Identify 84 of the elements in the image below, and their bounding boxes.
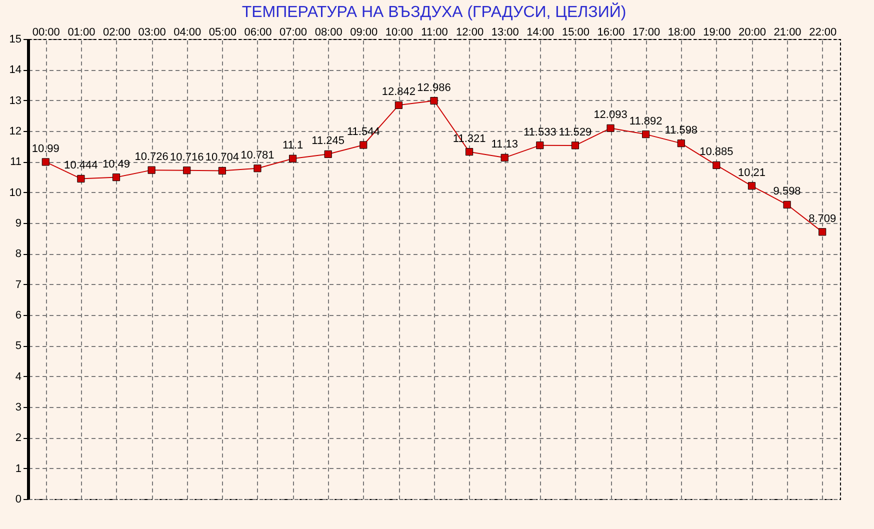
data-label: 10.726 — [134, 151, 168, 164]
point — [77, 174, 85, 182]
x-tick-label: 02:00 — [102, 26, 131, 38]
point — [324, 150, 332, 158]
point — [677, 140, 685, 148]
data-label: 10.716 — [170, 151, 204, 164]
x-tick-label: 04:00 — [174, 26, 202, 38]
data-label: 11.533 — [524, 126, 556, 138]
data-label: 10.704 — [205, 152, 239, 164]
y-tick-label: 14 — [9, 64, 22, 76]
point — [606, 124, 614, 132]
data-label: 8.709 — [808, 212, 836, 225]
data-label: 10.781 — [240, 149, 274, 162]
chart-title: ТЕМПЕРАТУРА НА ВЪЗДУХА (ГРАДУСИ, ЦЕЛЗИЙ) — [242, 2, 626, 21]
y-tick-label: 6 — [15, 310, 22, 322]
data-label: 10.99 — [32, 142, 60, 155]
x-tick-label: 16:00 — [597, 26, 625, 38]
y-tick-label: 4 — [15, 370, 22, 383]
point — [466, 148, 474, 156]
x-tick-label: 07:00 — [280, 26, 308, 38]
point — [288, 154, 297, 162]
y-tick-label: 11 — [10, 156, 22, 168]
point — [571, 142, 579, 150]
point — [712, 161, 720, 169]
data-label: 10.21 — [738, 166, 766, 179]
x-tick-label: 15:00 — [562, 26, 590, 38]
x-tick-label: 09:00 — [350, 26, 378, 38]
data-label: 11.892 — [629, 115, 662, 128]
y-tick-label: 2 — [15, 432, 22, 444]
data-label: 11.245 — [312, 135, 344, 148]
y-tick-label: 8 — [15, 248, 22, 260]
data-label: 10.49 — [102, 158, 130, 170]
point — [394, 101, 402, 109]
y-tick-label: 9 — [15, 218, 22, 230]
data-label: 12.842 — [382, 86, 416, 98]
point — [536, 142, 544, 150]
x-tick-label: 20:00 — [738, 26, 766, 38]
y-tick-label: 3 — [15, 402, 22, 414]
point — [112, 174, 120, 182]
data-label: 10.885 — [700, 146, 734, 158]
y-tick-label: 1 — [15, 462, 22, 475]
x-tick-label: 01:00 — [68, 26, 96, 38]
x-tick-label: 08:00 — [314, 26, 342, 38]
data-label: 11.13 — [491, 138, 518, 151]
x-tick-label: 03:00 — [138, 26, 166, 38]
point — [500, 154, 508, 162]
point — [818, 228, 826, 236]
y-tick-label: 10 — [9, 186, 22, 199]
x-tick-label: 18:00 — [668, 26, 696, 38]
point — [783, 200, 791, 208]
data-label: 11.598 — [664, 124, 698, 136]
x-tick-label: 17:00 — [632, 26, 660, 38]
data-label: 11.529 — [558, 126, 592, 138]
data-label: 12.093 — [594, 109, 628, 122]
data-label: 10.444 — [64, 160, 98, 172]
point — [254, 164, 262, 172]
x-tick-label: 13:00 — [491, 26, 519, 38]
point — [183, 166, 191, 174]
y-tick-label: 15 — [9, 34, 22, 46]
x-tick-label: 14:00 — [526, 26, 554, 38]
y-tick-label: 5 — [15, 340, 22, 352]
point — [430, 96, 438, 105]
y-tick-label: 12 — [9, 126, 22, 138]
x-tick-label: 21:00 — [774, 26, 802, 38]
point — [642, 130, 650, 138]
x-tick-label: 06:00 — [244, 26, 272, 38]
x-tick-label: 10:00 — [385, 26, 413, 38]
x-tick-label: 12:00 — [456, 26, 484, 38]
point — [360, 141, 368, 149]
point — [748, 182, 756, 190]
x-tick-label: 00:00 — [32, 26, 60, 38]
y-tick-label: 13 — [9, 94, 22, 107]
point — [218, 166, 226, 175]
y-tick-label: 0 — [15, 494, 22, 506]
data-label: 12.986 — [417, 82, 451, 94]
data-label: 11.1 — [282, 140, 304, 152]
x-tick-label: 11:00 — [421, 26, 448, 38]
data-label: 9.598 — [773, 186, 801, 198]
y-tick-label: 7 — [15, 278, 22, 291]
point — [148, 166, 156, 174]
x-tick-label: 22:00 — [809, 26, 837, 38]
x-tick-label: 05:00 — [208, 26, 236, 38]
x-tick-label: 19:00 — [703, 26, 731, 38]
point — [42, 158, 50, 166]
